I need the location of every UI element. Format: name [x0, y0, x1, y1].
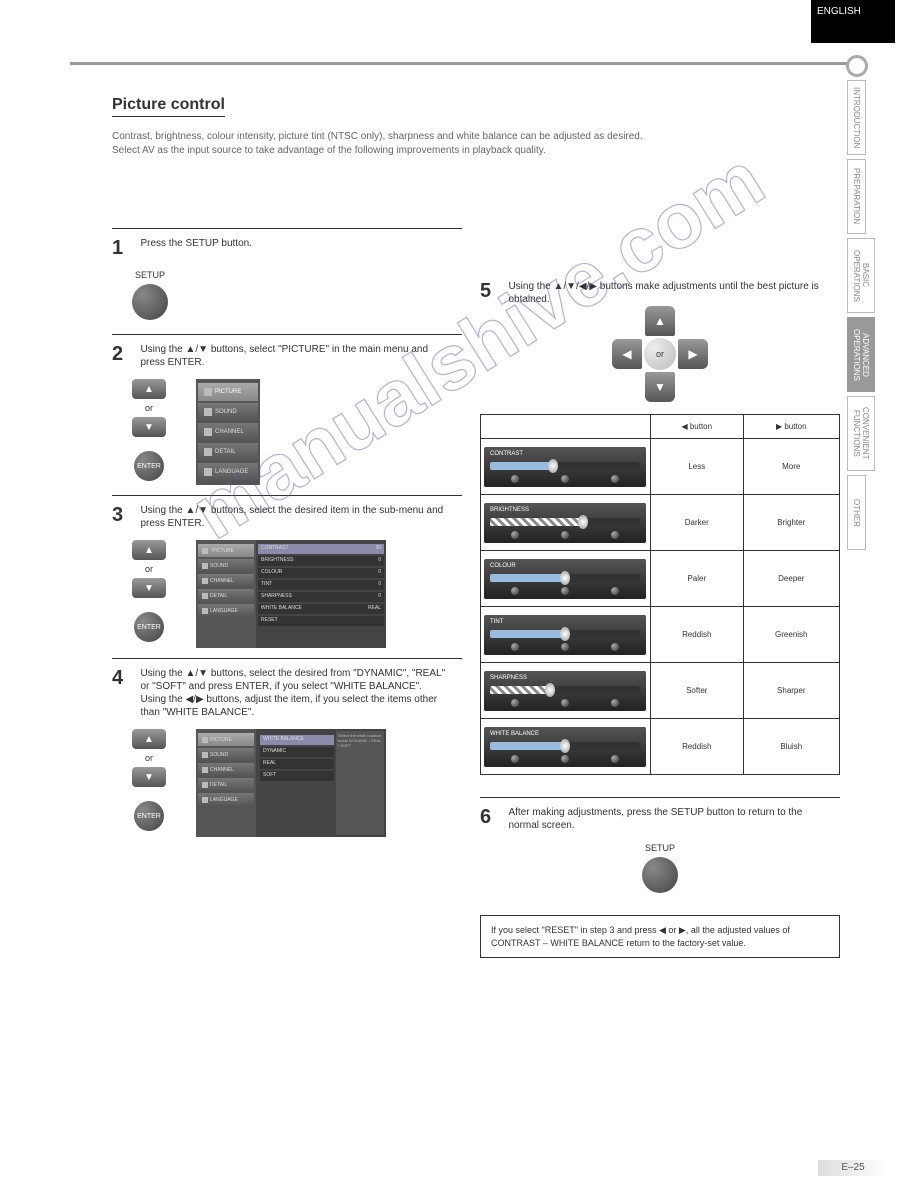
menu-help-panel: Select the white balance mode DYNAMIC / …	[336, 731, 384, 835]
side-tabs: INTRODUCTION PREPARATION BASIC OPERATION…	[847, 80, 895, 554]
table-row: BRIGHTNESS Darker Brighter	[481, 495, 840, 551]
effect-right: More	[743, 439, 839, 495]
updown-pad-3: ▲ or ▼ ENTER	[132, 729, 166, 835]
effect-left: Darker	[651, 495, 744, 551]
effect-left: Softer	[651, 663, 744, 719]
dpad-graphic: ▲ ▼ ◀ ▶ or	[612, 306, 708, 402]
effect-right: Greenish	[743, 607, 839, 663]
enter-button-icon: ENTER	[134, 612, 164, 642]
slider-graphic: CONTRAST	[484, 447, 646, 487]
down-arrow-icon: ▼	[132, 417, 166, 437]
menu-item-detail: DETAIL	[198, 443, 258, 461]
dpad-right-icon: ▶	[678, 339, 708, 369]
setup-button-graphic-2: SETUP	[642, 843, 678, 897]
right-column: 5 Using the ▲/▼/◀/▶ buttons make adjustm…	[480, 280, 840, 958]
down-arrow-icon: ▼	[132, 578, 166, 598]
table-row: SHARPNESS Softer Sharper	[481, 663, 840, 719]
page-title: Picture control	[112, 96, 225, 117]
table-row: TINT Reddish Greenish	[481, 607, 840, 663]
step-5-number: 5	[480, 280, 504, 303]
up-arrow-icon: ▲	[132, 379, 166, 399]
menu-item-language: LANGUAGE	[198, 463, 258, 481]
down-arrow-icon: ▼	[132, 767, 166, 787]
or-label: or	[145, 564, 153, 574]
slider-graphic: WHITE BALANCE	[484, 727, 646, 767]
table-row: WHITE BALANCE Reddish Bluish	[481, 719, 840, 775]
effect-right: Brighter	[743, 495, 839, 551]
effect-right: Bluish	[743, 719, 839, 775]
intro-line-2: Select AV as the input source to take ad…	[112, 144, 812, 158]
effect-left: Paler	[651, 551, 744, 607]
step-3-number: 3	[112, 504, 136, 527]
page-number: E–25	[818, 1160, 888, 1176]
top-rule	[70, 62, 860, 65]
table-header-right: ▶ button	[743, 415, 839, 439]
up-arrow-icon: ▲	[132, 540, 166, 560]
side-tab-other[interactable]: OTHER	[847, 475, 866, 550]
menu-wb-screen: PICTURE SOUND CHANNEL DETAIL LANGUAGE WH…	[196, 729, 386, 837]
or-label: or	[145, 753, 153, 763]
dpad-or-label: or	[644, 338, 676, 370]
slider-graphic: TINT	[484, 615, 646, 655]
left-column: 1 Press the SETUP button. SETUP 2 Using …	[112, 220, 462, 847]
menu-submenu: PICTURE SOUND CHANNEL DETAIL LANGUAGE CO…	[196, 540, 386, 648]
slider-graphic: COLOUR	[484, 559, 646, 599]
side-tab-preparation[interactable]: PREPARATION	[847, 159, 866, 234]
note-box: If you select "RESET" in step 3 and pres…	[480, 915, 840, 958]
dpad-left-icon: ◀	[612, 339, 642, 369]
menu-item-channel: CHANNEL	[198, 423, 258, 441]
menu-item-picture: PICTURE	[198, 383, 258, 401]
side-tab-advanced[interactable]: ADVANCED OPERATIONS	[847, 317, 875, 392]
up-arrow-icon: ▲	[132, 729, 166, 749]
step-3-text: Using the ▲/▼ buttons, select the desire…	[140, 504, 450, 530]
setup-button-icon	[132, 284, 168, 320]
effect-left: Reddish	[651, 719, 744, 775]
step-1-number: 1	[112, 237, 136, 260]
step-5-text: Using the ▲/▼/◀/▶ buttons make adjustmen…	[508, 280, 828, 306]
intro-line-1: Contrast, brightness, colour intensity, …	[112, 130, 812, 144]
table-header-blank	[481, 415, 651, 439]
slider-graphic: BRIGHTNESS	[484, 503, 646, 543]
effect-left: Less	[651, 439, 744, 495]
setup-button-icon	[642, 857, 678, 893]
table-row: CONTRAST Less More	[481, 439, 840, 495]
step-2-text: Using the ▲/▼ buttons, select "PICTURE" …	[140, 343, 450, 369]
step-4-text: Using the ▲/▼ buttons, select the desire…	[140, 667, 450, 719]
step-6-text: After making adjustments, press the SETU…	[508, 806, 828, 832]
or-label: or	[145, 403, 153, 413]
step-2-number: 2	[112, 343, 136, 366]
effect-right: Sharper	[743, 663, 839, 719]
effect-left: Reddish	[651, 607, 744, 663]
setup-button-graphic: SETUP	[132, 270, 168, 324]
dpad-down-icon: ▼	[645, 372, 675, 402]
side-tab-convenient[interactable]: CONVENIENT FUNCTIONS	[847, 396, 875, 471]
intro-text: Contrast, brightness, colour intensity, …	[112, 130, 812, 158]
updown-pad: ▲ or ▼ ENTER	[132, 379, 166, 485]
enter-button-icon: ENTER	[134, 801, 164, 831]
menu-main: PICTURE SOUND CHANNEL DETAIL LANGUAGE	[196, 379, 260, 485]
enter-button-icon: ENTER	[134, 451, 164, 481]
setup-label: SETUP	[645, 843, 675, 853]
setup-label: SETUP	[135, 270, 165, 280]
step-1-text: Press the SETUP button.	[140, 237, 450, 250]
adjustment-table: ◀ button ▶ button CONTRAST Less More BRI…	[480, 414, 840, 775]
table-header-left: ◀ button	[651, 415, 744, 439]
slider-graphic: SHARPNESS	[484, 671, 646, 711]
step-6-number: 6	[480, 806, 504, 829]
updown-pad-2: ▲ or ▼ ENTER	[132, 540, 166, 646]
language-tab: ENGLISH	[811, 0, 895, 43]
menu-item-sound: SOUND	[198, 403, 258, 421]
dpad-up-icon: ▲	[645, 306, 675, 336]
step-4-number: 4	[112, 667, 136, 690]
effect-right: Deeper	[743, 551, 839, 607]
side-tab-introduction[interactable]: INTRODUCTION	[847, 80, 866, 155]
side-tab-basic[interactable]: BASIC OPERATIONS	[847, 238, 875, 313]
table-row: COLOUR Paler Deeper	[481, 551, 840, 607]
